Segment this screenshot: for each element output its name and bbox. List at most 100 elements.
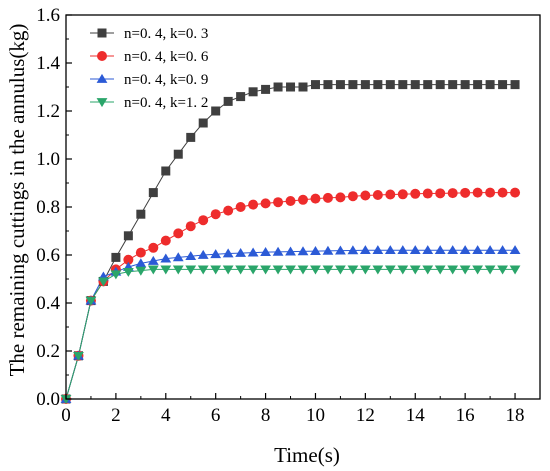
series-2-point: [485, 187, 496, 198]
series-4-point: [347, 265, 359, 275]
series-1-point: [111, 252, 121, 262]
series-2-point: [148, 242, 159, 253]
series-1-point: [136, 209, 146, 219]
x-tick-label: 4: [161, 405, 171, 426]
x-tick-label: 18: [506, 405, 525, 426]
series-4-point: [285, 265, 296, 275]
series-3-point: [484, 245, 496, 255]
series-1-point: [248, 87, 258, 97]
series-3-point: [272, 246, 284, 256]
series-3-point: [347, 245, 359, 255]
series-3-point: [447, 245, 459, 255]
series-4-point: [98, 277, 109, 287]
series-2-point: [185, 221, 196, 232]
series-1-point: [335, 80, 345, 90]
series-4-point: [497, 265, 508, 275]
series-1-point: [273, 82, 283, 92]
series-2-point: [447, 188, 458, 199]
series-3-point: [472, 245, 484, 255]
series-3-point: [384, 245, 396, 255]
x-tick-label: 10: [306, 405, 325, 426]
x-tick-label: 12: [356, 405, 375, 426]
series-3-point: [222, 248, 234, 258]
series-4-point: [222, 265, 234, 275]
series-1-point: [236, 92, 246, 102]
series-1-point: [373, 80, 383, 90]
series-4-point: [422, 265, 434, 275]
series-4-point: [135, 266, 147, 276]
series-3-point: [459, 245, 471, 255]
series-1-point: [423, 80, 433, 90]
y-tick-label: 1.6: [36, 5, 60, 26]
series-1-point: [310, 80, 320, 90]
series-2-point: [347, 191, 358, 202]
series-4-point: [297, 265, 309, 275]
series-4-point: [160, 265, 172, 275]
series-4-point: [73, 351, 84, 361]
y-tick-label: 0.6: [36, 245, 60, 266]
series-4-point: [322, 265, 334, 275]
series-3-point: [135, 258, 147, 268]
series-4-point: [434, 265, 446, 275]
series-line-2: [65, 192, 516, 400]
series-1-point: [323, 80, 333, 90]
y-axis-title: The remaining cuttings in the annulus(kg…: [5, 24, 29, 377]
y-tick-label: 1.4: [36, 53, 60, 74]
x-tick-label: 16: [456, 405, 475, 426]
series-3-point: [297, 246, 309, 256]
series-1-point: [385, 80, 395, 90]
series-4-point: [384, 265, 396, 275]
series-4-point: [359, 265, 371, 275]
x-axis-title: Time(s): [274, 443, 340, 467]
series-4-point: [484, 265, 496, 275]
series-3-point: [397, 245, 409, 255]
series-2-point: [135, 247, 146, 258]
series-3-point: [310, 246, 321, 256]
series-line-1: [65, 84, 516, 400]
series-1-point: [148, 188, 158, 198]
legend-marker-1: [97, 28, 107, 38]
series-2-point: [285, 196, 296, 206]
series-3-point: [322, 245, 334, 255]
series-3-point: [260, 246, 271, 256]
x-tick-label: 14: [406, 405, 426, 426]
series-1-point: [460, 80, 470, 90]
series-3-point: [185, 251, 197, 261]
series-4-point: [110, 270, 122, 280]
series-1-point: [286, 82, 296, 92]
series-1-point: [498, 80, 508, 90]
series-3-point: [247, 247, 259, 257]
series-line-4: [65, 268, 516, 400]
series-4-point: [459, 265, 471, 275]
series-4-point: [235, 265, 247, 275]
series-4-point: [247, 265, 259, 275]
axes: 0 2 4 6 8 10 12 14 16 18 0.0 0.2 0.4 0.6 0.8 1.0 1.2 1.4 1…: [36, 5, 541, 426]
series-2-point: [322, 192, 333, 203]
series-4-point: [85, 296, 97, 306]
series-3-point: [285, 246, 296, 256]
legend-label-2: n=0. 4, k=0. 6: [124, 49, 209, 65]
series-3-point: [210, 249, 222, 259]
series-3-point: [197, 249, 209, 259]
series-3-point: [497, 245, 508, 255]
series-1-point: [360, 80, 370, 90]
series-3-point: [372, 245, 384, 255]
series-2-point: [260, 198, 271, 209]
series-1-point: [173, 149, 183, 159]
series-1-point: [410, 80, 420, 90]
series-4-point: [472, 265, 484, 275]
series-4-point: [409, 265, 421, 275]
series-2-point: [472, 187, 483, 198]
series-3-point: [335, 245, 346, 255]
series-3-point: [235, 247, 247, 257]
series-2-point: [372, 190, 383, 200]
legend-label-4: n=0. 4, k=1. 2: [124, 95, 208, 111]
series-2-point: [235, 202, 246, 212]
series-3-point: [422, 245, 434, 255]
series-3-point: [359, 245, 371, 255]
series-4-point: [310, 265, 321, 275]
legend-marker-3: [96, 73, 108, 83]
series-1-point: [123, 231, 133, 241]
series-2-point: [223, 205, 234, 216]
